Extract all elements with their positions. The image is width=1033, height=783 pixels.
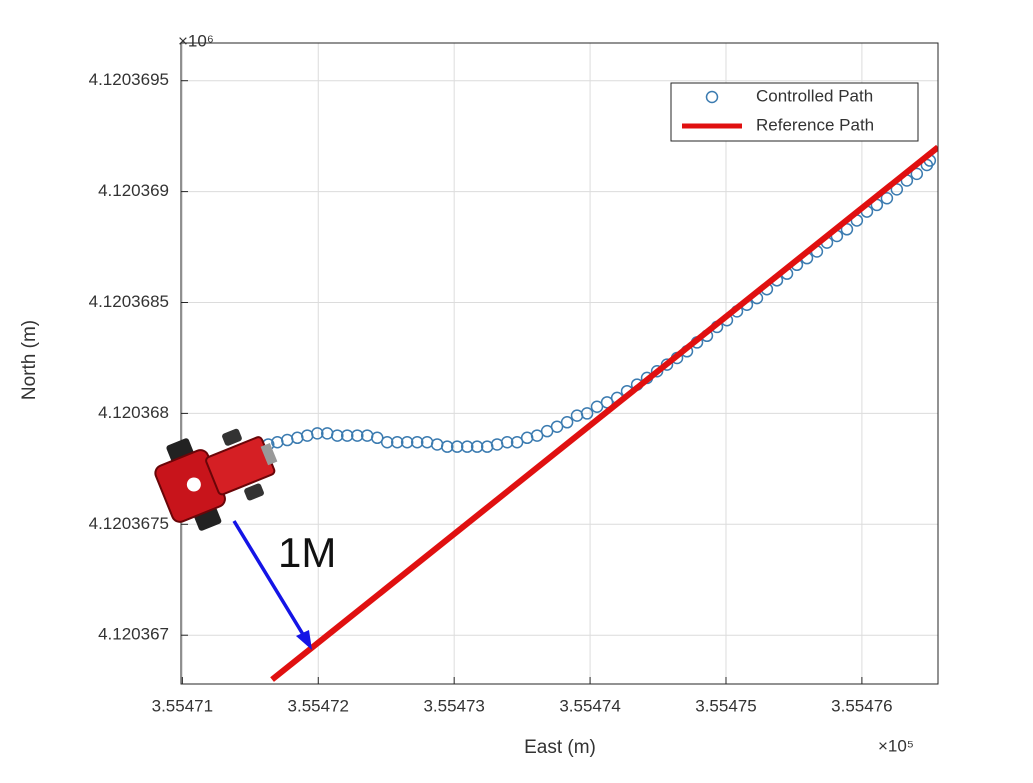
point [650,365,664,378]
y-tick-label: 4.1203675 [89,514,169,533]
y-tick-label: 4.1203685 [89,292,169,311]
offset-arrow: 1M [232,520,336,650]
point [550,420,564,433]
legend-label: Reference Path [756,115,874,134]
legend-label: Controlled Path [756,86,873,105]
point [600,396,614,409]
point [380,435,394,449]
y-multiplier: ×10⁶ [178,31,214,50]
labels: East (m) North (m) ×10⁶ ×10⁵ 3.55471 3.55… [19,31,914,758]
point [580,407,594,420]
point [450,440,464,453]
wheel [244,483,264,501]
point [560,416,574,429]
x-multiplier: ×10⁵ [878,736,914,755]
legend-box [670,82,919,142]
point [340,429,354,442]
point [400,435,414,449]
legend-swatch [705,90,719,104]
y-tick-label: 4.120369 [98,181,169,200]
point [370,431,384,445]
y-axis-label: North (m) [19,320,40,400]
tractor [154,428,278,531]
grille [260,443,278,466]
y-tick-label: 4.120367 [98,625,169,644]
point [590,400,604,414]
marks [262,144,938,682]
point [910,167,924,181]
plot-area [181,43,938,684]
point [331,429,344,442]
point [390,435,404,449]
point [311,427,324,440]
annotation: 1M [278,529,336,576]
point [500,435,514,449]
x-tick-label: 3.55473 [423,696,484,715]
y-tick-label: 4.120368 [98,403,169,422]
reference-line [270,144,938,682]
point [510,435,524,449]
legend: Controlled Path Reference Path [670,82,919,142]
x-tick-label: 3.55472 [288,696,349,715]
grid [181,43,938,684]
point [440,440,454,453]
point [410,435,424,449]
center-dot [186,477,201,492]
y-tick-label: 4.1203695 [89,70,169,89]
arrow-shaft [232,520,309,642]
point [470,440,484,453]
arrow-head [296,630,312,650]
point [880,192,894,205]
x-tick-label: 3.55471 [152,696,213,715]
axes-box [180,42,939,685]
wheel [222,428,242,446]
x-tick-label: 3.55474 [559,696,620,715]
point [540,424,554,438]
x-axis-label: East (m) [524,737,596,758]
point [351,429,364,442]
point [460,440,474,453]
point [530,429,544,442]
x-tick-label: 3.55476 [831,696,892,715]
x-tick-label: 3.55475 [695,696,756,715]
